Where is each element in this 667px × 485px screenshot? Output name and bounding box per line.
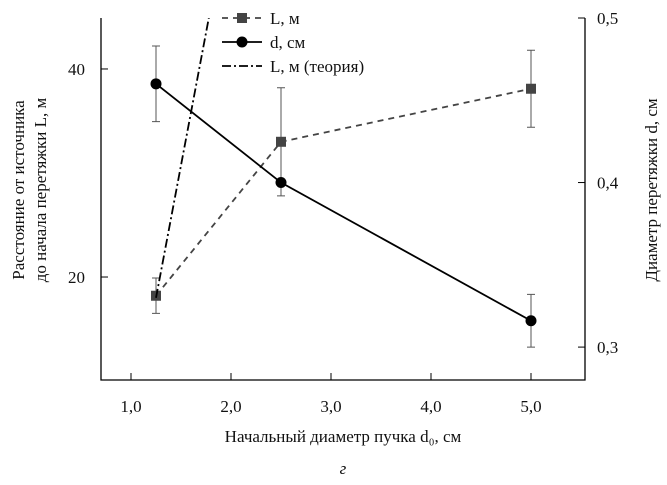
x-tick-label: 1,0 bbox=[120, 397, 141, 416]
y-axis-label: Расстояние от источника bbox=[9, 100, 28, 280]
y-axis-label: до начала перетяжки L, м bbox=[31, 97, 50, 282]
legend-marker bbox=[236, 36, 248, 48]
x-axis-label: Начальный диаметр пучка d₀, см bbox=[225, 427, 462, 446]
x-tick-label: 4,0 bbox=[420, 397, 441, 416]
legend-marker bbox=[237, 13, 247, 23]
y2-tick-label: 0,3 bbox=[597, 338, 618, 357]
y-tick-label: 20 bbox=[68, 268, 85, 287]
series-line bbox=[155, 18, 210, 298]
plot-area bbox=[150, 18, 537, 348]
legend-label: L, м bbox=[270, 9, 300, 28]
y2-axis-label: Диаметр перетяжки d, см bbox=[642, 98, 661, 282]
marker bbox=[525, 315, 537, 327]
series-line bbox=[155, 87, 532, 297]
legend-label: L, м (теория) bbox=[270, 57, 364, 76]
series-line bbox=[155, 83, 532, 322]
marker bbox=[276, 136, 286, 147]
axes bbox=[100, 18, 586, 381]
legend-label: d, см bbox=[270, 33, 306, 52]
x-tick-label: 2,0 bbox=[220, 397, 241, 416]
x-tick-label: 5,0 bbox=[520, 397, 541, 416]
y2-tick-label: 0,5 bbox=[597, 9, 618, 28]
marker bbox=[275, 177, 287, 189]
x-tick-label: 3,0 bbox=[320, 397, 341, 416]
marker bbox=[526, 83, 536, 94]
y2-tick-label: 0,4 bbox=[597, 174, 619, 193]
marker bbox=[150, 78, 162, 90]
y-tick-label: 40 bbox=[68, 60, 85, 79]
caption: г bbox=[340, 459, 347, 478]
